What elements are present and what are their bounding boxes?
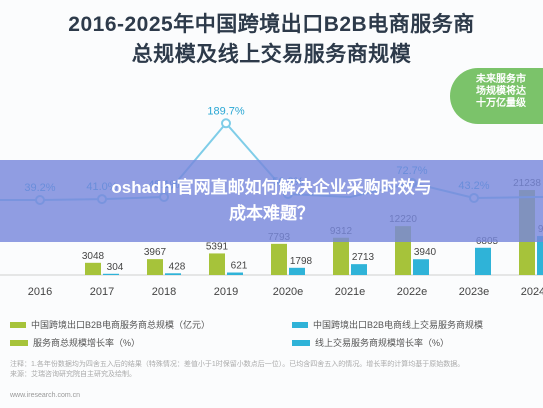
forecast-badge: 未来服务市 场规模将达 十万亿量级 bbox=[450, 68, 543, 124]
bar-online-2019 bbox=[227, 272, 243, 275]
growth-label-online-2019: 189.7% bbox=[207, 105, 245, 117]
bar-online-2018 bbox=[165, 273, 181, 275]
chart-title-line-2: 总规模及线上交易服务商规模 bbox=[131, 43, 412, 66]
legend-swatch-cyan-line bbox=[292, 339, 310, 346]
bar-total-2017 bbox=[85, 262, 101, 275]
legend-item-total-scale: 中国跨境出口B2B电商服务商总规模（亿元） bbox=[10, 318, 210, 331]
x-tick-label-2018: 2018 bbox=[152, 286, 176, 298]
legend-item-online-growth: 线上交易服务商规模增长率（%） bbox=[292, 336, 449, 349]
forecast-badge-line-2: 场规模将达 bbox=[476, 86, 526, 97]
legend-label: 中国跨境出口B2B电商线上交易服务商规模 bbox=[313, 320, 484, 330]
chart-note: 注释：1.各年份数据均为四舍五入后的结果（特殊情况：差值小于1时保留小数点后一位… bbox=[10, 360, 535, 380]
legend-label: 线上交易服务商规模增长率（%） bbox=[315, 338, 450, 348]
x-tick-label-2019: 2019 bbox=[214, 286, 238, 298]
chart-title-line-1: 2016-2025年中国跨境出口B2B电商服务商 bbox=[68, 13, 475, 36]
x-tick-label-2023e: 2023e bbox=[459, 286, 490, 298]
x-tick-label-2024e: 2024e bbox=[521, 286, 543, 298]
legend-swatch-green-line bbox=[10, 339, 28, 346]
bar-online-2022e bbox=[413, 259, 429, 275]
article-title-line-1: oshadhi官网直邮如何解决企业采购时效与 bbox=[111, 178, 432, 197]
forecast-badge-line-3: 十万亿量级 bbox=[476, 98, 526, 109]
bar-total-2018 bbox=[147, 259, 163, 275]
legend-label: 服务商总规模增长率（%） bbox=[33, 338, 141, 348]
x-tick-label-2022e: 2022e bbox=[397, 286, 428, 298]
bar-total-label-2018: 3967 bbox=[144, 247, 167, 258]
bar-total-label-2017: 3048 bbox=[82, 251, 105, 262]
growth-point-online-2019 bbox=[221, 118, 231, 129]
bar-total-label-2019: 5391 bbox=[206, 241, 229, 252]
chart-note-line-2: 来源：艾瑞咨询研究院自主研究及绘制。 bbox=[10, 371, 136, 378]
bar-online-label-2019: 621 bbox=[231, 261, 248, 272]
bar-online-2023e bbox=[475, 247, 491, 275]
x-tick-label-2020e: 2020e bbox=[273, 286, 304, 298]
forecast-badge-line-1: 未来服务市 bbox=[476, 74, 526, 85]
x-tick-label-2016: 2016 bbox=[28, 286, 52, 298]
legend-swatch-cyan-bar bbox=[292, 321, 308, 328]
bar-online-2021e bbox=[351, 264, 367, 275]
chart-note-line-1: 注释：1.各年份数据均为四舍五入后的结果（特殊情况：差值小于1时保留小数点后一位… bbox=[10, 361, 465, 368]
legend-item-online-scale: 中国跨境出口B2B电商线上交易服务商规模 bbox=[292, 318, 483, 331]
bar-total-2020e bbox=[271, 243, 287, 275]
chart-source: www.iresearch.com.cn bbox=[10, 392, 81, 399]
bar-online-2017 bbox=[103, 273, 119, 275]
bar-online-label-2021e: 2713 bbox=[352, 252, 375, 263]
article-title-banner[interactable]: oshadhi官网直邮如何解决企业采购时效与 成本难题？ bbox=[0, 160, 543, 242]
legend-label: 中国跨境出口B2B电商服务商总规模（亿元） bbox=[31, 320, 211, 330]
bar-online-label-2020e: 1798 bbox=[290, 256, 313, 267]
bar-online-2024e bbox=[537, 236, 543, 275]
bar-online-label-2018: 428 bbox=[169, 261, 186, 272]
x-tick-label-2017: 2017 bbox=[90, 286, 114, 298]
legend-swatch-green-bar bbox=[10, 321, 26, 328]
bar-total-2021e bbox=[333, 237, 349, 275]
article-title-line-2: 成本难题？ bbox=[229, 204, 314, 223]
bar-online-label-2017: 304 bbox=[107, 262, 124, 273]
combo-chart: 2016304830420173967428201853916212019779… bbox=[0, 105, 543, 298]
x-tick-label-2021e: 2021e bbox=[335, 286, 366, 298]
bar-online-label-2022e: 3940 bbox=[414, 247, 437, 258]
legend-item-total-growth: 服务商总规模增长率（%） bbox=[10, 336, 140, 349]
bar-total-2019 bbox=[209, 253, 225, 275]
chart-legend: 中国跨境出口B2B电商服务商总规模（亿元） 中国跨境出口B2B电商线上交易服务商… bbox=[0, 312, 543, 352]
bar-online-2020e bbox=[289, 267, 305, 275]
